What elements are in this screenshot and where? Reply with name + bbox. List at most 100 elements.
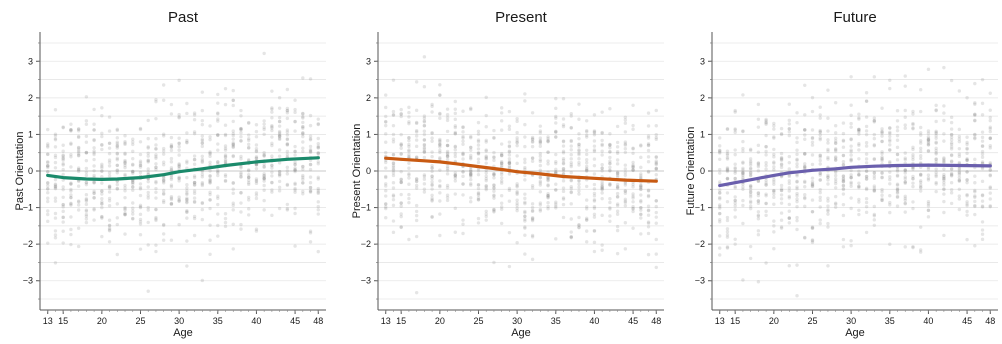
data-point xyxy=(872,223,877,227)
data-point xyxy=(285,133,290,137)
data-point xyxy=(826,208,830,212)
data-point xyxy=(107,204,112,208)
data-point xyxy=(919,172,923,177)
data-point xyxy=(965,158,969,163)
data-point xyxy=(926,215,931,219)
data-point xyxy=(872,75,877,79)
data-point xyxy=(623,121,628,125)
data-point xyxy=(277,119,282,124)
data-point xyxy=(107,184,112,189)
data-point xyxy=(92,128,96,132)
data-point xyxy=(965,200,969,204)
data-point xyxy=(123,172,127,177)
data-point xyxy=(430,110,434,114)
data-point xyxy=(254,193,259,197)
data-point xyxy=(414,134,419,138)
data-point xyxy=(803,152,807,156)
data-point xyxy=(239,114,243,118)
data-point xyxy=(476,139,481,144)
data-point xyxy=(223,220,228,225)
data-point xyxy=(216,160,220,164)
data-point xyxy=(810,95,815,100)
data-point xyxy=(391,197,396,202)
data-point xyxy=(592,157,597,161)
data-point xyxy=(592,148,597,152)
data-point xyxy=(476,192,481,196)
data-point xyxy=(301,175,305,180)
data-point xyxy=(461,231,465,236)
data-point xyxy=(864,141,869,145)
data-point xyxy=(247,133,251,137)
data-point xyxy=(849,148,853,152)
data-point xyxy=(399,152,403,156)
data-point xyxy=(216,112,220,116)
data-point xyxy=(530,137,535,141)
data-point xyxy=(84,95,89,99)
data-point xyxy=(748,173,753,177)
data-point xyxy=(772,160,776,164)
data-point xyxy=(631,185,635,189)
data-point xyxy=(810,136,815,140)
data-point xyxy=(895,169,900,173)
data-point xyxy=(826,147,830,152)
data-point xyxy=(53,155,58,160)
data-point xyxy=(123,158,127,163)
data-point xyxy=(561,139,566,144)
y-tick-label: 1 xyxy=(366,129,371,139)
data-point xyxy=(316,151,320,155)
data-point xyxy=(399,214,403,219)
data-point xyxy=(285,137,290,142)
data-point xyxy=(554,130,558,134)
x-tick-label: 13 xyxy=(43,316,53,326)
data-point xyxy=(422,138,427,142)
data-point xyxy=(422,187,427,191)
data-point xyxy=(185,175,189,180)
data-point xyxy=(554,182,558,186)
data-point xyxy=(523,201,527,206)
data-point xyxy=(911,145,915,150)
data-point xyxy=(414,186,419,190)
data-point xyxy=(430,182,434,187)
data-point xyxy=(115,182,119,187)
data-point xyxy=(608,146,612,150)
data-point xyxy=(61,143,65,147)
data-point xyxy=(200,118,205,123)
data-point xyxy=(46,183,50,188)
data-point xyxy=(733,198,737,203)
data-point xyxy=(391,153,396,157)
data-point xyxy=(100,134,104,139)
data-point xyxy=(507,172,512,176)
x-tick-label: 30 xyxy=(512,316,522,326)
data-point xyxy=(980,228,985,232)
data-point xyxy=(926,173,931,177)
data-point xyxy=(185,183,189,187)
y-tick-label: 1 xyxy=(28,129,33,139)
data-point xyxy=(631,192,635,196)
data-point xyxy=(554,114,558,119)
data-point xyxy=(718,217,722,222)
data-point xyxy=(926,178,931,182)
data-point xyxy=(888,130,892,135)
data-point xyxy=(262,164,266,169)
data-point xyxy=(926,137,931,142)
data-point xyxy=(84,170,89,174)
data-point xyxy=(965,140,969,145)
data-point xyxy=(76,134,81,139)
data-point xyxy=(216,133,220,137)
data-point xyxy=(100,162,104,166)
data-point xyxy=(654,221,658,225)
data-point xyxy=(903,210,907,214)
x-tick-label: 35 xyxy=(213,316,223,326)
data-point xyxy=(61,215,65,220)
data-point xyxy=(469,172,473,176)
data-point xyxy=(980,199,985,203)
data-point xyxy=(515,208,519,213)
data-point xyxy=(973,112,977,117)
data-point xyxy=(872,174,877,178)
data-point xyxy=(942,183,946,187)
data-point xyxy=(826,221,830,226)
data-point xyxy=(84,150,89,155)
data-point xyxy=(615,185,620,189)
data-point xyxy=(934,170,938,175)
data-point xyxy=(756,150,761,154)
